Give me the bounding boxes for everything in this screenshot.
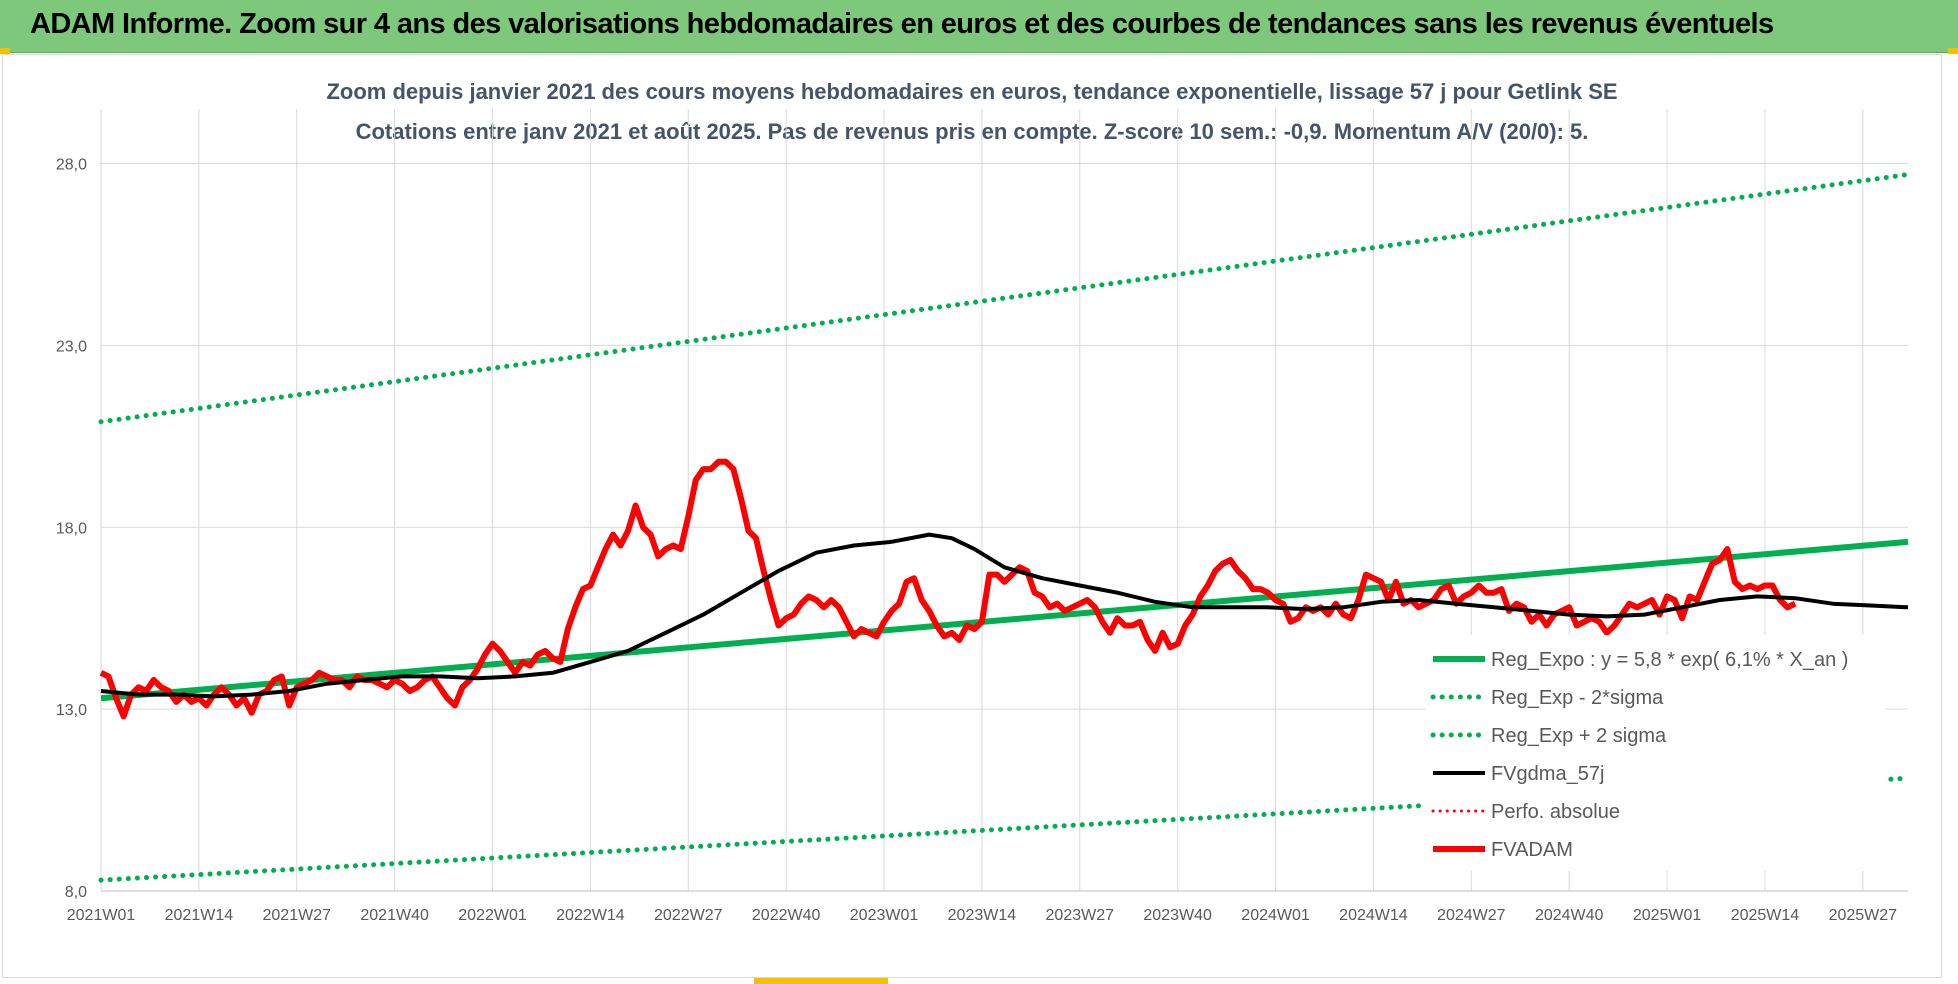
x-tick-label: 2021W40 (360, 907, 429, 924)
line-chart: Zoom depuis janvier 2021 des cours moyen… (56, 79, 1911, 924)
x-tick-label: 2021W14 (165, 907, 234, 924)
x-tick-label: 2023W01 (850, 907, 919, 924)
x-tick-label: 2023W27 (1046, 907, 1115, 924)
corner-marker (1948, 48, 1958, 54)
x-tick-label: 2024W40 (1535, 907, 1604, 924)
x-tick-label: 2023W14 (948, 907, 1017, 924)
x-tick-label: 2024W14 (1339, 907, 1408, 924)
legend-box (1425, 635, 1885, 871)
corner-marker (0, 48, 10, 54)
report-banner: ADAM Informe. Zoom sur 4 ans des valoris… (0, 0, 1958, 53)
x-tick-label: 2024W27 (1437, 907, 1506, 924)
series-line-fvgdma-57j (100, 532, 1909, 699)
legend-label: Reg_Expo : y = 5,8 * exp( 6,1% * X_an ) (1491, 649, 1848, 671)
y-tick-label: 13,0 (56, 702, 87, 719)
y-tick-label: 18,0 (56, 520, 87, 537)
legend-label: Reg_Exp - 2*sigma (1491, 687, 1664, 709)
x-tick-label: 2022W40 (752, 907, 821, 924)
y-tick-label: 23,0 (56, 338, 87, 355)
chart-title: Zoom depuis janvier 2021 des cours moyen… (326, 79, 1617, 104)
x-tick-label: 2024W01 (1241, 907, 1310, 924)
x-tick-label: 2025W14 (1731, 907, 1800, 924)
legend-label: Perfo. absolue (1491, 801, 1620, 823)
corner-marker (754, 978, 888, 984)
x-tick-label: 2025W01 (1633, 907, 1702, 924)
report-title: ADAM Informe. Zoom sur 4 ans des valoris… (30, 8, 1774, 40)
x-tick-label: 2022W01 (458, 907, 527, 924)
series-line-reg-exp-2-sigma (98, 172, 1911, 425)
y-tick-label: 28,0 (56, 157, 87, 174)
legend-label: Reg_Exp + 2 sigma (1491, 725, 1667, 747)
x-tick-label: 2022W14 (556, 907, 625, 924)
x-tick-label: 2022W27 (654, 907, 723, 924)
x-tick-label: 2023W40 (1143, 907, 1212, 924)
y-tick-label: 8,0 (65, 884, 87, 901)
x-tick-label: 2025W27 (1829, 907, 1898, 924)
x-tick-label: 2021W01 (67, 907, 136, 924)
x-tick-label: 2021W27 (263, 907, 332, 924)
chart-subtitle: Cotations entre janv 2021 et août 2025. … (356, 119, 1589, 144)
series-line-reg-expo-y-5-8-exp-6-1-x-an (100, 538, 1909, 702)
legend-label: FVADAM (1491, 839, 1573, 861)
legend-label: FVgdma_57j (1491, 763, 1604, 785)
chart-area: Zoom depuis janvier 2021 des cours moyen… (2, 54, 1942, 978)
